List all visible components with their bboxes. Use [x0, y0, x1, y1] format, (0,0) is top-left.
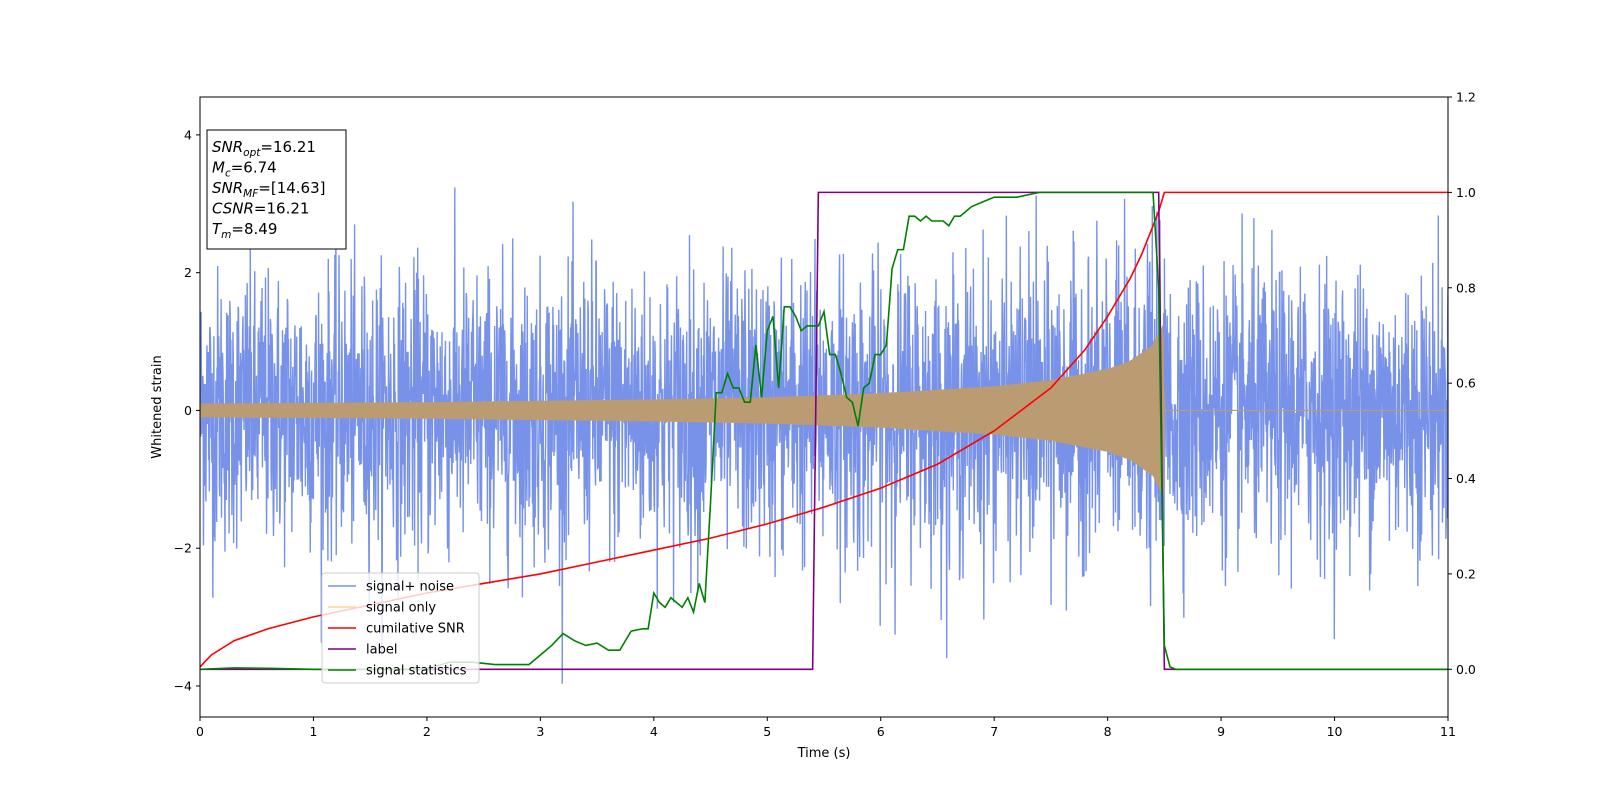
x-axis-label: Time (s)	[797, 746, 851, 761]
x-tick-label: 7	[990, 724, 998, 739]
annotation-line: SNRopt=16.21	[212, 138, 316, 159]
x-tick-label: 1	[309, 724, 317, 739]
axes-layer: 0 1 2 3 4 5 6 7 8 9 10 11 −4 −2 0 2 4 0.0 0.2 0.4 0.6 0.8 1.0 1…	[174, 90, 1476, 740]
series-signal-only	[200, 325, 1448, 497]
legend-label-cumilative-snr: cumilative SNR	[366, 622, 465, 637]
annotation-box: SNRopt=16.21Mc=6.74SNRMF=[14.63]CSNR=16.…	[206, 129, 347, 250]
series-signal-statistics	[200, 191, 1448, 671]
x-tick-label: 5	[763, 724, 771, 739]
x-tick-label: 11	[1440, 724, 1456, 739]
x-tick-label: 4	[650, 724, 658, 739]
x-tick-label: 8	[1104, 724, 1112, 739]
y-axis-label: Whitened strain	[150, 355, 165, 458]
legend-label-signal-noise: signal+ noise	[366, 580, 454, 595]
legend: signal+ noise signal only cumilative SNR la…	[321, 572, 480, 684]
y2-tick-label: 0.6	[1456, 376, 1476, 391]
annotation-line: CSNR=16.21	[212, 200, 309, 218]
x-tick-label: 0	[196, 724, 204, 739]
x-tick-label: 6	[877, 724, 885, 739]
plot-frame	[199, 96, 1449, 718]
annotation-frame	[206, 129, 347, 250]
y2-tick-label: 0.0	[1456, 662, 1476, 677]
legend-label-label: label	[366, 643, 397, 658]
y2-tick-label: 0.8	[1456, 280, 1476, 295]
legend-label-signal-statistics: signal statistics	[366, 664, 467, 679]
legend-frame	[321, 572, 480, 684]
annotation-line: Mc=6.74	[212, 159, 277, 180]
y2-tick-label: 1.2	[1456, 90, 1476, 105]
y-tick-label: 2	[184, 265, 192, 280]
x-tick-label: 10	[1327, 724, 1343, 739]
y2-tick-label: 0.4	[1456, 471, 1476, 486]
y2-tick-label: 1.0	[1456, 185, 1476, 200]
y-tick-label: 0	[184, 403, 192, 418]
y-tick-label: 4	[184, 127, 192, 142]
y2-tick-label: 0.2	[1456, 566, 1476, 581]
x-tick-label: 2	[423, 724, 431, 739]
y-tick-label: −4	[174, 679, 192, 694]
annotation-line: Tm=8.49	[212, 220, 277, 241]
x-tick-label: 3	[536, 724, 544, 739]
annotation-line: SNRMF=[14.63]	[212, 179, 326, 200]
x-tick-label: 9	[1217, 724, 1225, 739]
legend-label-signal-only: signal only	[366, 601, 436, 616]
y-tick-label: −2	[174, 541, 192, 556]
